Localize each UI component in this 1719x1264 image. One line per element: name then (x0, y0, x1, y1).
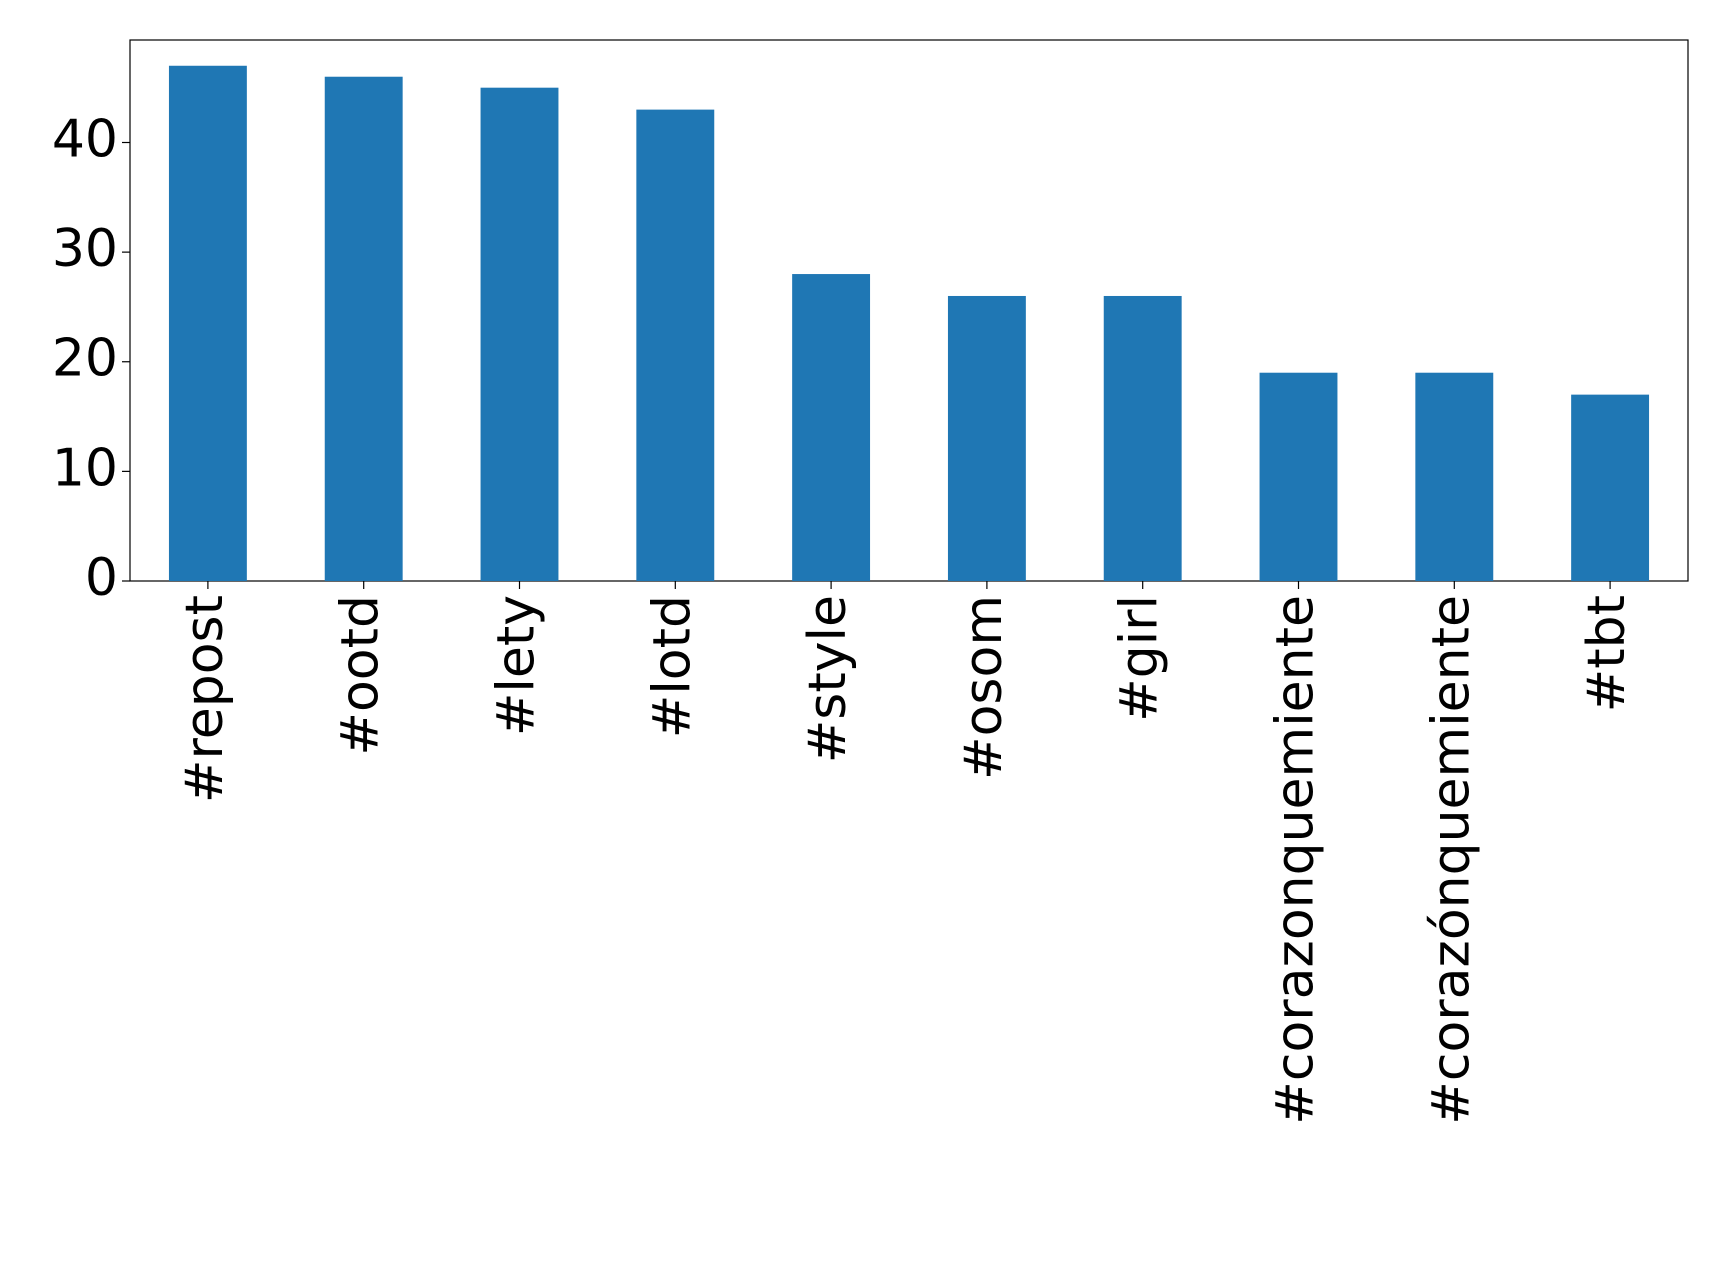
x-tick-label: #corazónquemiente (1421, 595, 1481, 1125)
bar (1103, 295, 1182, 581)
x-tick-label: #style (798, 595, 858, 763)
bar (1571, 394, 1650, 581)
bar (1259, 372, 1338, 581)
x-tick-label: #corazonquemiente (1266, 595, 1326, 1125)
x-tick-label: #girl (1110, 595, 1170, 722)
bar (168, 65, 247, 581)
x-tick-label: #ootd (331, 595, 391, 756)
bar (792, 274, 871, 581)
bar (636, 109, 715, 582)
x-tick-label: #lotd (642, 595, 702, 738)
x-tick-label: #osom (954, 595, 1014, 780)
bar (1415, 372, 1494, 581)
bar (324, 76, 403, 581)
y-tick-label: 40 (52, 109, 118, 169)
y-tick-label: 10 (52, 438, 118, 498)
x-tick-label: #lety (487, 595, 547, 736)
x-tick-label: #tbt (1577, 595, 1637, 712)
plot-frame (129, 39, 1689, 582)
bar (947, 295, 1026, 581)
y-tick-label: 30 (52, 219, 118, 279)
x-tick-label: #repost (175, 595, 235, 803)
y-tick-label: 0 (85, 548, 118, 608)
bar (480, 87, 559, 582)
y-tick-label: 20 (52, 329, 118, 389)
